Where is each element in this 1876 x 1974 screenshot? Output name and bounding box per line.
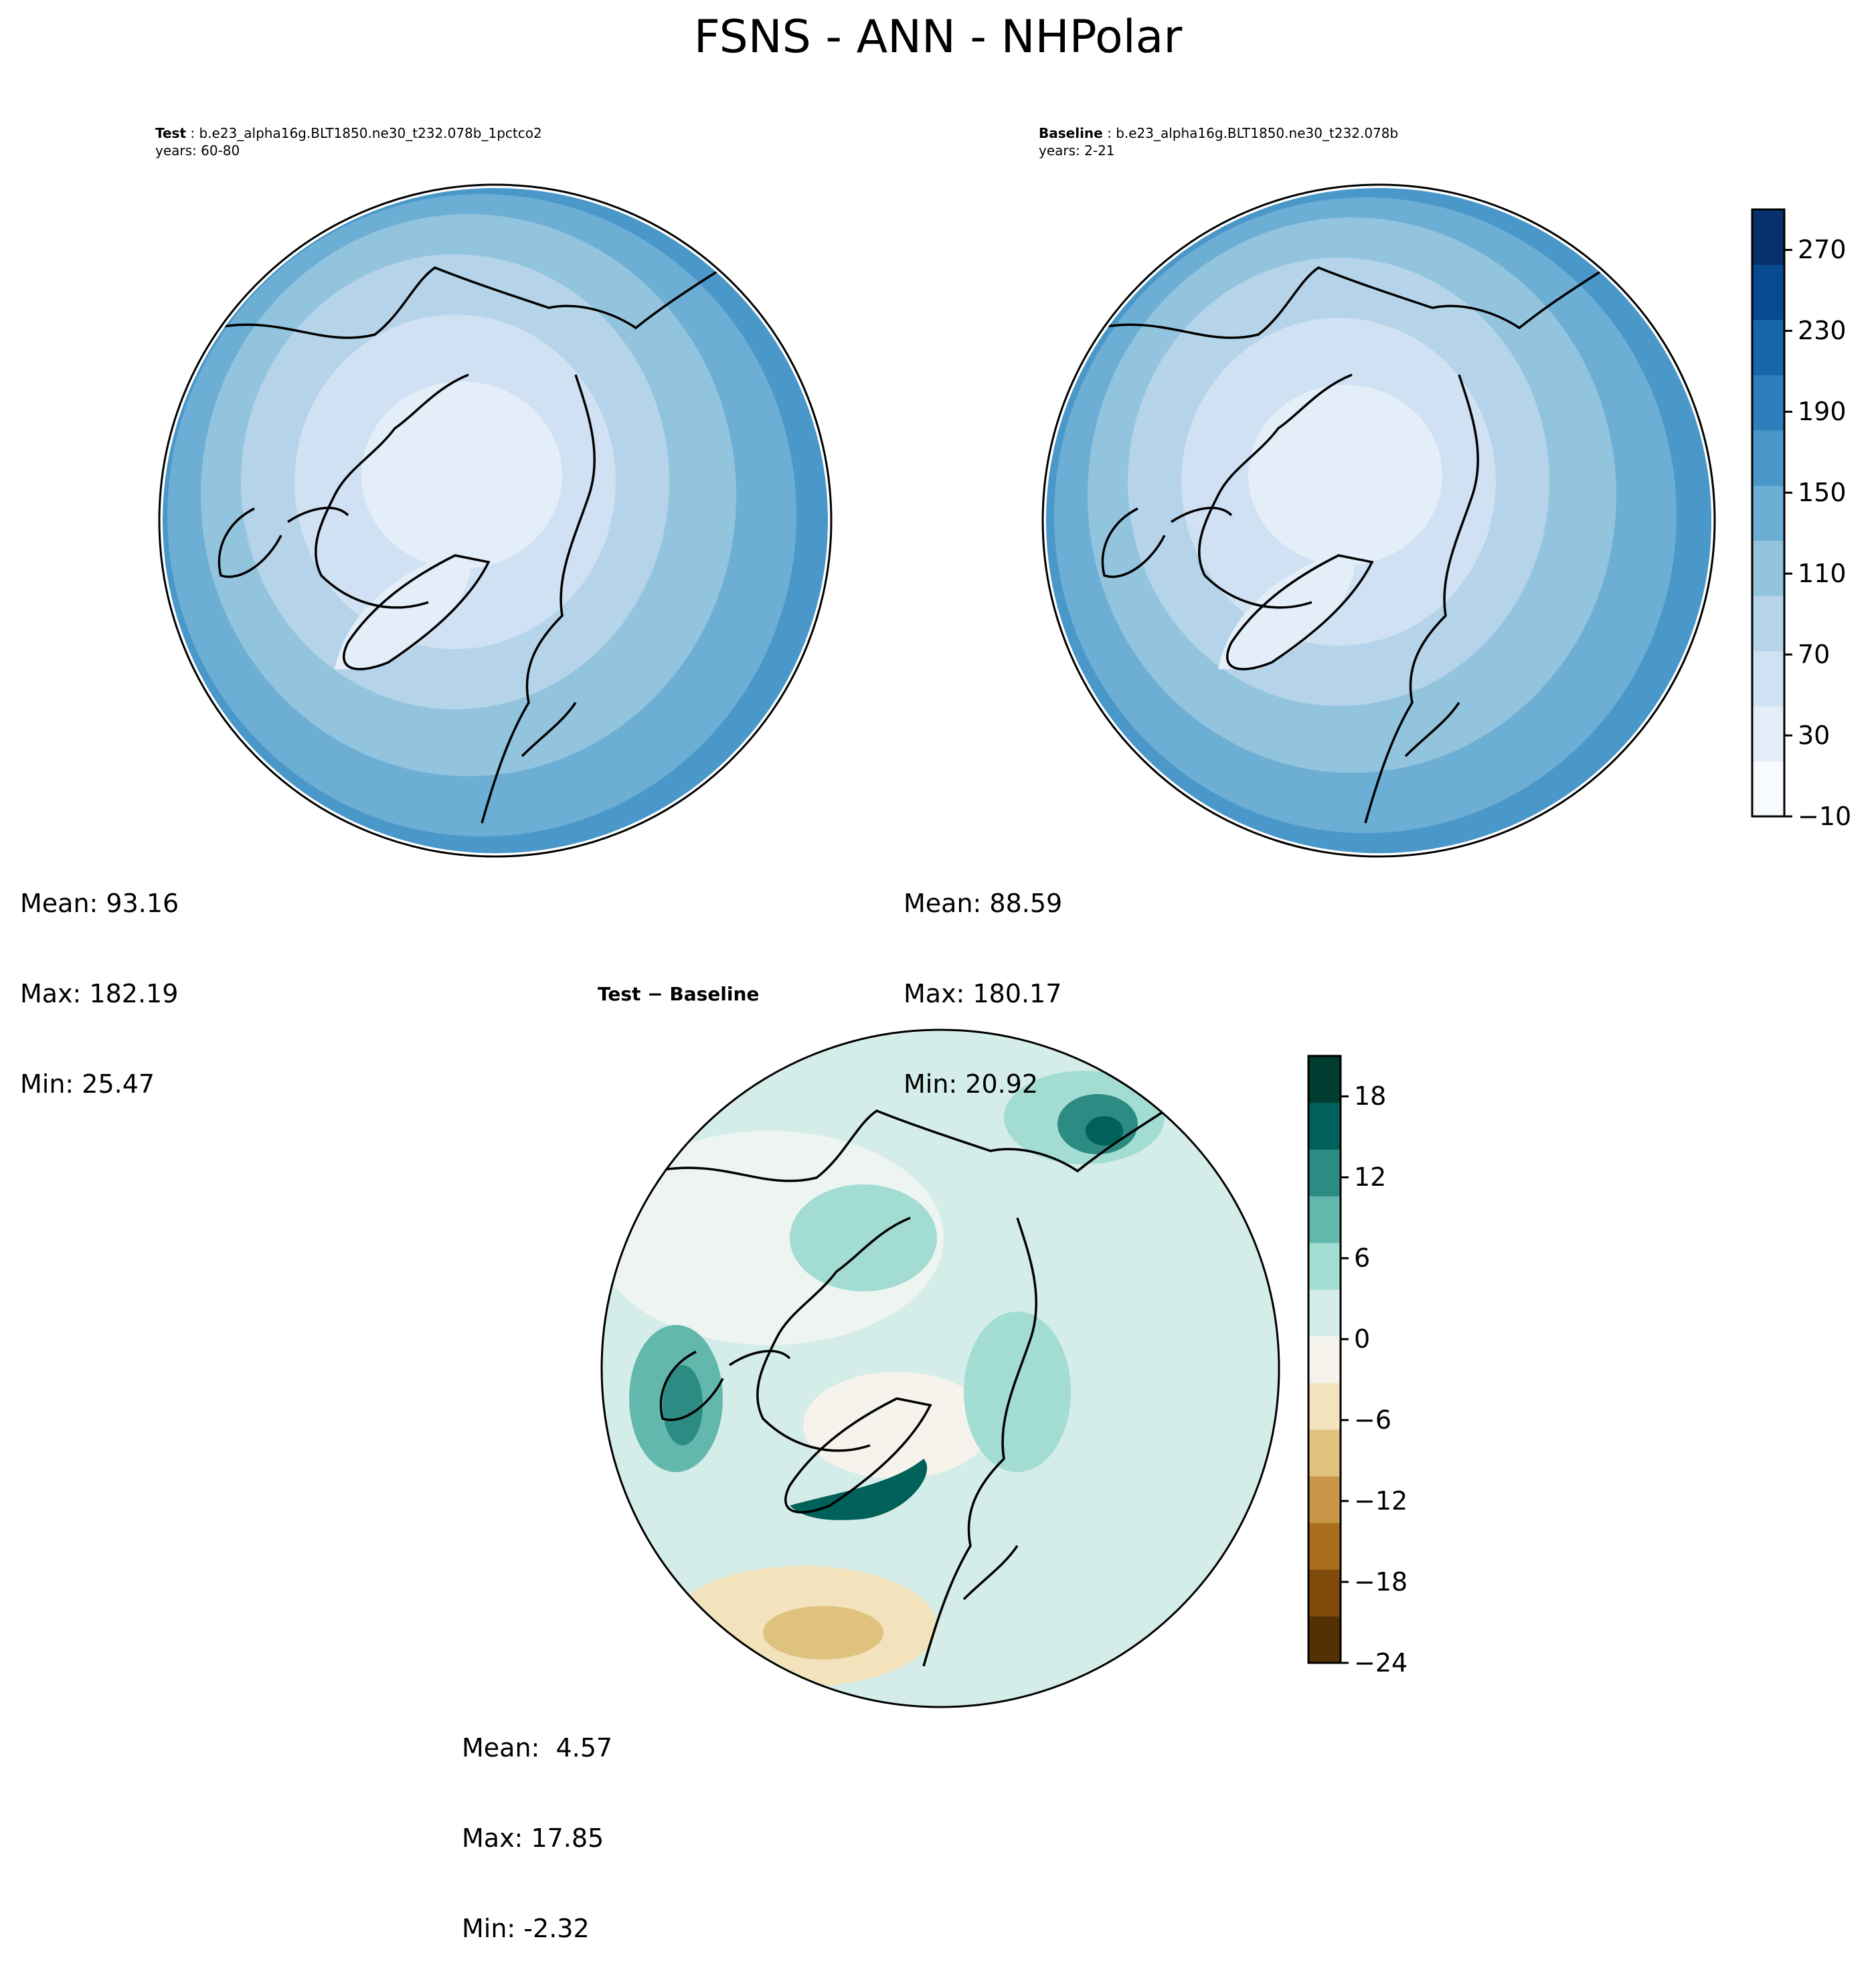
main-colorbar-tick-label: 70 [1798, 640, 1830, 670]
diff-colorbar-segment [1308, 1616, 1341, 1664]
main-colorbar-ticks [1784, 248, 1792, 818]
main-colorbar-segment [1752, 650, 1784, 707]
baseline-stats: Mean: 88.59 Max: 180.17 Min: 20.92 [904, 828, 1062, 1130]
main-colorbar-segment [1752, 761, 1784, 817]
diff-colorbar-tick-label: 12 [1354, 1162, 1387, 1192]
diff-colorbar-tick-label: 6 [1354, 1243, 1371, 1273]
diff-colorbar-segment [1308, 1336, 1341, 1383]
diff-colorbar-tick-label: −12 [1354, 1486, 1408, 1516]
baseline-min: Min: 20.92 [904, 1069, 1039, 1099]
baseline-mean: Mean: 88.59 [904, 889, 1063, 918]
test-map-border [158, 183, 833, 858]
main-colorbar-segment [1752, 319, 1784, 375]
main-colorbar-tick-label: 190 [1798, 397, 1847, 427]
diff-colorbar-segment [1308, 1429, 1341, 1477]
test-map [161, 186, 830, 855]
figure-title: FSNS - ANN - NHPolar [693, 11, 1183, 64]
diff-coastlines [655, 1109, 1165, 1667]
main-colorbar-segment [1752, 706, 1784, 762]
main-colorbar-tick-label: 230 [1798, 316, 1847, 346]
main-colorbar-tick-label: 270 [1798, 235, 1847, 265]
main-colorbar-tick-label: 30 [1798, 721, 1830, 751]
baseline-header: Baseline : b.e23_alpha16g.BLT1850.ne30_t… [1039, 125, 1399, 159]
main-colorbar-segment [1752, 430, 1784, 486]
diff-colorbar-segment [1308, 1289, 1341, 1337]
diff-colorbar-segment [1308, 1475, 1341, 1524]
test-case: b.e23_alpha16g.BLT1850.ne30_t232.078b_1p… [199, 125, 542, 141]
main-colorbar-segment [1752, 596, 1784, 652]
diff-colorbar-tick-label: 0 [1354, 1324, 1371, 1354]
diff-min: Min: -2.32 [462, 1914, 590, 1943]
baseline-map [1044, 186, 1713, 855]
main-colorbar-frame [1751, 208, 1786, 818]
baseline-years: years: 2-21 [1039, 143, 1115, 159]
baseline-map-border [1041, 183, 1716, 858]
diff-title: Test − Baseline [598, 983, 760, 1005]
diff-colorbar-tick-label: 18 [1354, 1081, 1387, 1111]
main-colorbar-segment [1752, 209, 1784, 265]
diff-colorbar-tick-label: −24 [1354, 1648, 1408, 1678]
figure-canvas [158, 183, 1792, 1708]
test-max: Max: 182.19 [20, 979, 179, 1008]
test-label: Test [155, 125, 187, 141]
main-colorbar-segment [1752, 264, 1784, 321]
main-colorbar [1752, 209, 1784, 817]
diff-colorbar-segment [1308, 1522, 1341, 1570]
diff-colorbar-segment [1308, 1382, 1341, 1430]
main-colorbar-tick-label: 110 [1798, 559, 1847, 589]
diff-mean: Mean: 4.57 [462, 1733, 613, 1763]
test-header: Test : b.e23_alpha16g.BLT1850.ne30_t232.… [155, 125, 542, 159]
diff-colorbar-segment [1308, 1196, 1341, 1243]
test-coastlines [214, 266, 723, 824]
baseline-label: Baseline [1039, 125, 1103, 141]
diff-max: Max: 17.85 [462, 1823, 604, 1853]
test-stats: Mean: 93.16 Max: 182.19 Min: 25.47 [20, 828, 179, 1130]
diff-colorbar-segment [1308, 1102, 1341, 1150]
test-min: Min: 25.47 [20, 1069, 155, 1099]
diff-stats: Mean: 4.57 Max: 17.85 Min: -2.32 [462, 1673, 612, 1974]
main-colorbar-segment [1752, 540, 1784, 596]
test-mean: Mean: 93.16 [20, 889, 179, 918]
diff-colorbar-segment [1308, 1569, 1341, 1617]
diff-map-border [600, 1028, 1280, 1708]
diff-map [602, 1030, 1278, 1706]
diff-colorbar-ticks [1341, 1095, 1349, 1664]
test-years: years: 60-80 [155, 143, 240, 159]
diff-colorbar-tick-label: −18 [1354, 1567, 1408, 1597]
diff-colorbar-segment [1308, 1243, 1341, 1290]
baseline-coastlines [1097, 266, 1607, 824]
diff-colorbar-segment [1308, 1149, 1341, 1196]
diff-colorbar-frame [1307, 1055, 1342, 1664]
main-colorbar-tick-label: 150 [1798, 478, 1847, 508]
main-colorbar-tick-label: −10 [1798, 802, 1852, 831]
diff-colorbar [1308, 1056, 1341, 1664]
diff-colorbar-segment [1308, 1056, 1341, 1103]
main-colorbar-segment [1752, 375, 1784, 431]
main-colorbar-segment [1752, 485, 1784, 541]
baseline-case: b.e23_alpha16g.BLT1850.ne30_t232.078b [1116, 125, 1399, 141]
baseline-max: Max: 180.17 [904, 979, 1062, 1008]
diff-colorbar-tick-label: −6 [1354, 1405, 1392, 1435]
